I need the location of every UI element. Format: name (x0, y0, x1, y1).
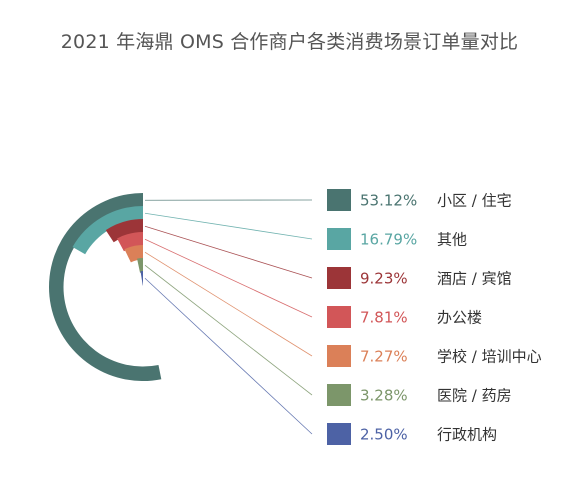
legend-label-series-6: 行政机构 (437, 426, 497, 444)
legend-value-series-4: 7.27% (360, 348, 408, 366)
legend-swatch-series-5 (327, 384, 351, 406)
leader-line-series-3 (144, 238, 313, 318)
ring-bar-series-6 (140, 271, 143, 286)
leader-lines (144, 199, 313, 435)
legend-label-series-4: 学校 / 培训中心 (437, 348, 542, 366)
leader-line-series-2 (144, 225, 313, 279)
legend-swatch-series-3 (327, 306, 351, 328)
legend-value-series-3: 7.81% (360, 309, 408, 327)
chart-legend: 53.12% 小区 / 住宅 16.79% 其他 9.23% 酒店 / 宾馆 7.81% 办公… (327, 189, 542, 445)
legend-swatch-series-6 (327, 423, 351, 445)
chart-rings (49, 193, 162, 382)
legend-swatch-series-0 (327, 189, 351, 211)
leader-line-series-6 (144, 277, 313, 435)
leader-line-series-4 (144, 251, 313, 357)
legend-label-series-2: 酒店 / 宾馆 (437, 270, 512, 288)
legend-label-series-1: 其他 (437, 231, 467, 249)
legend-label-series-0: 小区 / 住宅 (437, 192, 512, 210)
legend-value-series-6: 2.50% (360, 426, 408, 444)
legend-label-series-5: 医院 / 药房 (437, 387, 512, 405)
legend-swatch-series-2 (327, 267, 351, 289)
leader-line-series-5 (144, 264, 313, 396)
leader-line-series-1 (144, 212, 313, 240)
legend-swatch-series-4 (327, 345, 351, 367)
legend-swatch-series-1 (327, 228, 351, 250)
ring-bar-series-4 (124, 245, 143, 263)
ring-bar-series-5 (137, 258, 143, 273)
legend-value-series-1: 16.79% (360, 231, 417, 249)
legend-label-series-3: 办公楼 (437, 309, 482, 327)
ring-bar-series-2 (105, 219, 143, 243)
legend-value-series-5: 3.28% (360, 387, 408, 405)
chart-title: 2021 年海鼎 OMS 合作商户各类消费场景订单量对比 (60, 31, 519, 53)
legend-value-series-2: 9.23% (360, 270, 408, 288)
legend-value-series-0: 53.12% (360, 192, 417, 210)
